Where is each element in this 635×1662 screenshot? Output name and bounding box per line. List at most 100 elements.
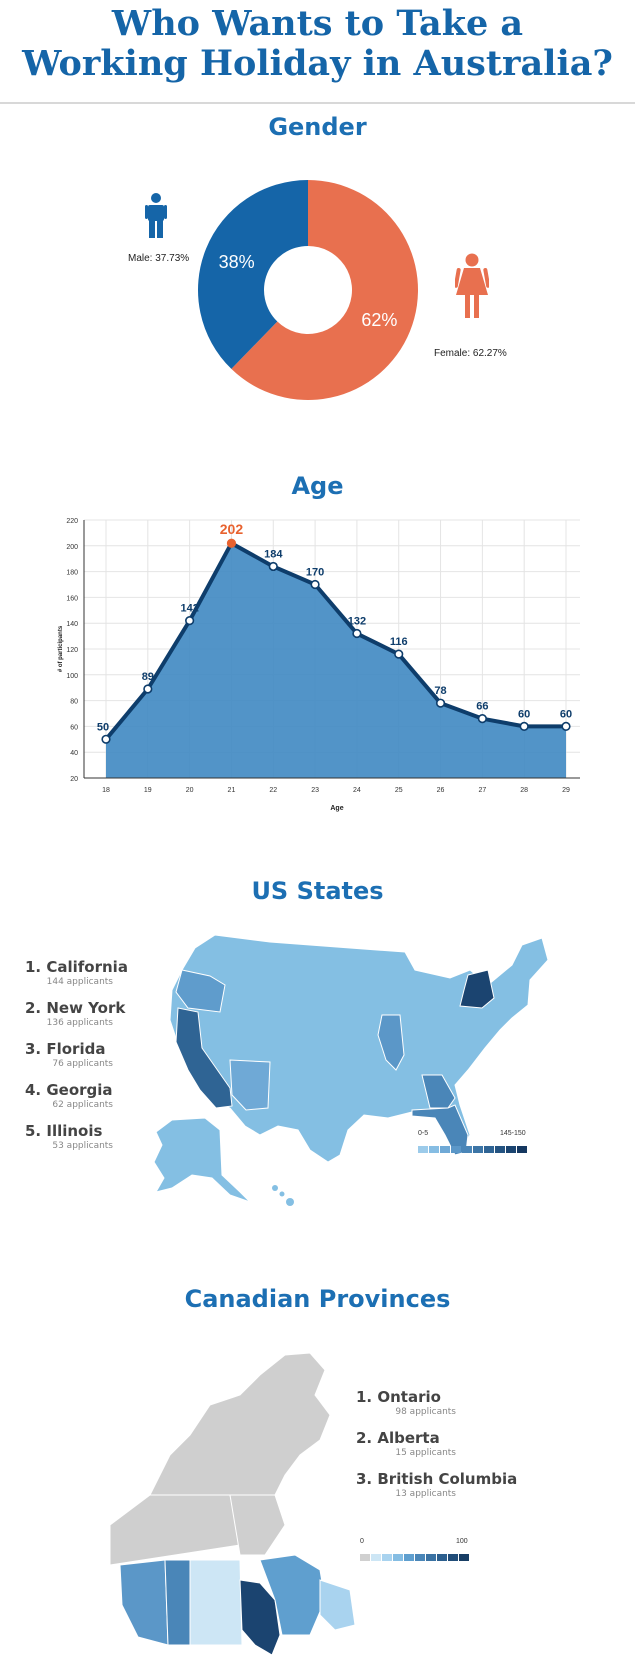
page-title: Who Wants to Take a Working Holiday in A… — [0, 4, 635, 84]
legend-swatch — [382, 1554, 392, 1561]
canada-legend-max-label: 100 — [456, 1538, 468, 1545]
us-state-rank-count: 53 applicants — [52, 1141, 113, 1151]
age-data-label: 116 — [390, 636, 408, 648]
age-area-chart: 50 89 142 202 184 170 132 116 78 66 60 60 20 40 60 80 1… — [58, 518, 580, 812]
donut-slice-label-male: 38% — [219, 252, 255, 272]
age-data-label: 132 — [348, 616, 366, 628]
age-data-point — [352, 628, 362, 639]
canada-legend-min-label: 0 — [360, 1538, 364, 1545]
age-data-label: 170 — [306, 567, 324, 579]
us-state-rank-count: 62 applicants — [52, 1100, 113, 1110]
canada-province-rank-name: 2. Alberta — [356, 1429, 440, 1447]
us-state-rank-name: 3. Florida — [25, 1040, 106, 1058]
age-data-label: 66 — [476, 701, 488, 713]
age-data-label: 50 — [97, 721, 109, 733]
state-florida — [411, 1104, 469, 1156]
male-figure-icon — [145, 193, 167, 238]
donut-slice-female — [231, 180, 418, 400]
x-tick-label: 18 — [102, 787, 110, 794]
legend-swatch — [448, 1554, 458, 1561]
state-new-york — [459, 969, 495, 1009]
age-data-label: 60 — [560, 708, 572, 720]
age-data-point — [310, 579, 320, 590]
x-tick-label: 23 — [311, 787, 319, 794]
canada-province-rank-item: 3. British Columbia 13 applicants — [356, 1470, 517, 1499]
age-section-title: Age — [291, 472, 344, 500]
age-data-point — [561, 721, 571, 731]
x-tick-label: 26 — [437, 787, 445, 794]
canada-province-rank-count: 15 applicants — [395, 1448, 456, 1458]
legend-swatch — [415, 1554, 425, 1561]
y-tick-label: 140 — [66, 621, 78, 628]
us-state-rank-item: 1. California 144 applicants — [25, 958, 128, 987]
age-data-label: 89 — [142, 671, 154, 683]
age-data-label: 202 — [220, 521, 244, 537]
province-prairies — [189, 1559, 243, 1646]
legend-swatch — [437, 1554, 447, 1561]
state-oregon — [175, 969, 226, 1013]
us-states-section-title: US States — [251, 877, 384, 905]
canada-section-title: Canadian Provinces — [184, 1285, 451, 1313]
age-data-label: 60 — [518, 708, 530, 720]
x-tick-label: 22 — [269, 787, 277, 794]
legend-swatch — [371, 1554, 381, 1561]
age-series-line — [104, 541, 566, 741]
x-tick-label: 19 — [144, 787, 152, 794]
y-tick-label: 200 — [66, 544, 78, 551]
us-state-rank-name: 5. Illinois — [25, 1122, 103, 1140]
canada-province-rank-item: 1. Ontario 98 applicants — [356, 1388, 456, 1417]
y-tick-label: 160 — [66, 595, 78, 602]
legend-swatch — [404, 1554, 414, 1561]
canada-northern-islands — [149, 1352, 331, 1496]
age-data-point — [394, 649, 404, 659]
y-tick-label: 180 — [66, 570, 78, 577]
age-data-point — [477, 714, 487, 724]
us-legend-min-label: 0-5 — [418, 1130, 429, 1137]
legend-swatch — [473, 1146, 483, 1153]
age-data-label: 184 — [264, 548, 283, 560]
canada-province-rank-count: 98 applicants — [395, 1407, 456, 1417]
age-data-point — [185, 616, 195, 626]
female-percentage-label: Female: 62.27% — [434, 348, 507, 359]
x-tick-label: 28 — [520, 787, 528, 794]
us-state-rank-count: 76 applicants — [52, 1059, 113, 1069]
canada-province-rank-count: 13 applicants — [395, 1489, 456, 1499]
us-legend-max-label: 145-150 — [500, 1130, 526, 1137]
state-georgia — [421, 1074, 456, 1109]
age-data-point — [226, 538, 237, 548]
legend-swatch — [440, 1146, 450, 1153]
canada-province-rank-name: 3. British Columbia — [356, 1470, 518, 1488]
age-area-fill — [106, 543, 566, 778]
legend-swatch — [429, 1146, 439, 1153]
state-illinois — [377, 1014, 405, 1071]
y-tick-label: 120 — [66, 647, 78, 654]
us-states-base-shape — [169, 934, 549, 1163]
us-state-rank-name: 4. Georgia — [25, 1081, 113, 1099]
y-tick-label: 60 — [70, 724, 78, 731]
us-state-rank-name: 1. California — [25, 958, 128, 976]
us-color-scale-legend: 0-5 145-150 — [418, 1130, 528, 1158]
canada-color-scale-legend: 0 100 — [360, 1538, 470, 1566]
province-quebec — [259, 1554, 326, 1636]
y-tick-label: 220 — [66, 518, 78, 525]
legend-swatch — [462, 1146, 472, 1153]
gender-section-title: Gender — [268, 113, 367, 141]
x-tick-label: 24 — [353, 787, 361, 794]
legend-swatch — [459, 1554, 469, 1561]
state-hawaii — [272, 1185, 278, 1191]
legend-swatch — [517, 1146, 527, 1153]
y-tick-label: 40 — [70, 750, 78, 757]
legend-swatch — [418, 1146, 428, 1153]
us-state-rank-name: 2. New York — [25, 999, 126, 1017]
x-axis-title: Age — [330, 805, 343, 812]
province-atlantic — [319, 1579, 356, 1631]
legend-swatch — [484, 1146, 494, 1153]
canada-territories — [110, 1494, 241, 1566]
canada-nunavut — [229, 1494, 286, 1556]
legend-swatch — [360, 1554, 370, 1561]
legend-swatch — [495, 1146, 505, 1153]
age-data-label: 78 — [434, 685, 446, 697]
age-data-point — [519, 721, 529, 731]
state-california — [175, 1007, 233, 1109]
us-state-rank-item: 2. New York 136 applicants — [25, 999, 125, 1028]
